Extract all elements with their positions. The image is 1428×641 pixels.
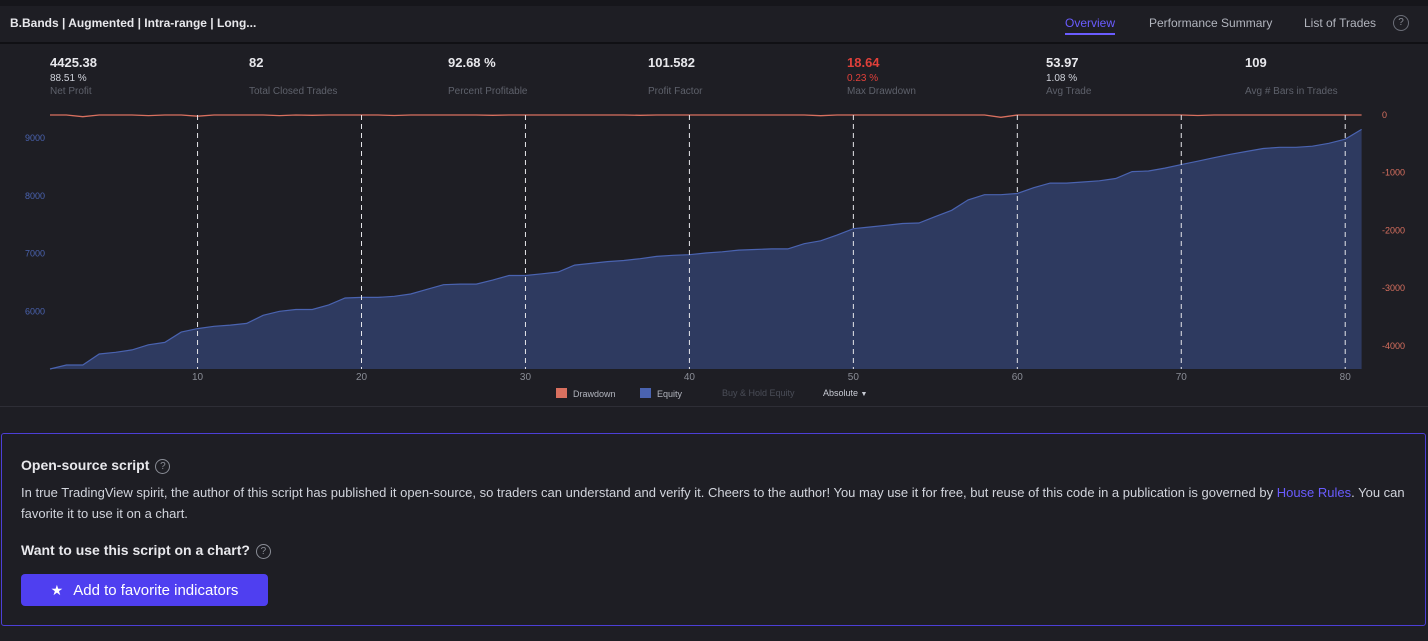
y-left-tick-label: 8000 xyxy=(25,191,45,201)
stat-value: 4425.38 xyxy=(50,55,97,70)
x-tick-label: 50 xyxy=(848,372,860,383)
strategy-title: B.Bands | Augmented | Intra-range | Long… xyxy=(10,16,257,30)
tab-list-of-trades[interactable]: List of Trades xyxy=(1304,16,1377,30)
use-script-text: Want to use this script on a chart? xyxy=(21,542,250,558)
stat-label: Avg # Bars in Trades xyxy=(1245,86,1338,97)
legend-label: Drawdown xyxy=(573,389,616,399)
tab-overview[interactable]: Overview xyxy=(1065,16,1116,30)
y-left-tick-label: 6000 xyxy=(25,306,45,316)
y-right-tick-label: -2000 xyxy=(1382,225,1405,235)
y-right-tick-label: 0 xyxy=(1382,110,1387,120)
stat-label: Percent Profitable xyxy=(448,86,528,97)
help-icon[interactable]: ? xyxy=(1393,15,1409,31)
y-left-tick-label: 9000 xyxy=(25,133,45,143)
equity-line xyxy=(49,128,1362,370)
equity-swatch xyxy=(640,388,651,398)
help-icon[interactable]: ? xyxy=(155,459,171,474)
description-text-end: . You can favorite it to use it on a cha… xyxy=(21,485,1405,521)
stat-percent: 1.08 % xyxy=(1046,73,1078,84)
add-to-favorites-button[interactable]: ★ Add to favorite indicators xyxy=(21,574,268,606)
stat-percent-profitable: 92.68 % Percent Profitable xyxy=(448,55,528,97)
stat-label: Max Drawdown xyxy=(847,86,916,97)
mode-label: Absolute xyxy=(823,388,859,398)
x-tick-label: 10 xyxy=(192,372,204,383)
legend-label: Equity xyxy=(657,389,683,399)
stat-percent: 88.51 % xyxy=(50,73,87,84)
help-icon[interactable]: ? xyxy=(255,544,271,559)
legend-equity[interactable]: Equity xyxy=(640,388,682,399)
stat-label: Total Closed Trades xyxy=(249,86,338,97)
y-right-tick-label: -3000 xyxy=(1382,283,1405,293)
star-icon: ★ xyxy=(50,582,64,598)
y-right-tick-label: -1000 xyxy=(1382,168,1405,178)
chevron-down-icon: ▼ xyxy=(860,391,868,398)
stat-max-drawdown: 18.64 0.23 % Max Drawdown xyxy=(847,55,916,97)
use-script-heading: Want to use this script on a chart?? xyxy=(21,542,271,559)
stat-value: 109 xyxy=(1245,55,1267,70)
stat-avg-trade: 53.97 1.08 % Avg Trade xyxy=(1046,55,1091,97)
description-text: In true TradingView spirit, the author o… xyxy=(21,485,1277,500)
stat-value: 92.68 % xyxy=(448,55,496,70)
stat-profit-factor: 101.582 Profit Factor xyxy=(648,55,702,97)
stat-value: 18.64 xyxy=(847,55,880,70)
top-strip xyxy=(0,0,1428,6)
equity-area xyxy=(50,129,1362,369)
button-label: Add to favorite indicators xyxy=(73,582,239,599)
stat-total-closed-trades: 82 Total Closed Trades xyxy=(249,55,337,97)
house-rules-link[interactable]: House Rules xyxy=(1276,485,1352,500)
x-tick-label: 80 xyxy=(1340,372,1352,383)
x-tick-label: 40 xyxy=(684,372,696,383)
report-header: B.Bands | Augmented | Intra-range | Long… xyxy=(0,6,1428,44)
tab-performance-summary[interactable]: Performance Summary xyxy=(1149,16,1273,30)
drawdown-swatch xyxy=(556,388,567,398)
stat-value: 53.97 xyxy=(1046,55,1079,70)
open-source-panel: Open-source script? In true TradingView … xyxy=(1,433,1426,626)
stat-label: Profit Factor xyxy=(648,86,703,97)
panel-title: Open-source script? xyxy=(21,457,171,474)
stat-avg-bars-in-trades: 109 Avg # Bars in Trades xyxy=(1245,55,1338,97)
drawdown-line xyxy=(50,114,1362,118)
legend-drawdown[interactable]: Drawdown xyxy=(556,388,616,399)
active-tab-indicator xyxy=(1065,33,1115,35)
stat-value: 101.582 xyxy=(648,55,695,70)
legend-label: Buy & Hold Equity xyxy=(722,388,795,398)
stat-label: Avg Trade xyxy=(1046,86,1092,97)
x-tick-label: 30 xyxy=(520,372,532,383)
equity-chart: 10 20 30 40 50 60 70 80 6000 7000 8000 9000 0 -1000 -2… xyxy=(25,110,1405,383)
stat-value: 82 xyxy=(249,55,264,70)
y-left-tick-label: 7000 xyxy=(25,249,45,259)
panel-title-text: Open-source script xyxy=(21,457,150,473)
stat-net-profit: 4425.38 88.51 % Net Profit xyxy=(50,55,97,97)
y-right-tick-label: -4000 xyxy=(1382,341,1405,351)
x-tick-label: 70 xyxy=(1176,372,1188,383)
x-tick-label: 20 xyxy=(356,372,368,383)
legend-buy-hold-equity[interactable]: Buy & Hold Equity xyxy=(722,388,795,398)
stat-label: Net Profit xyxy=(50,86,92,97)
section-divider xyxy=(0,406,1428,407)
stat-percent: 0.23 % xyxy=(847,73,879,84)
panel-description: In true TradingView spirit, the author o… xyxy=(21,482,1406,524)
x-tick-label: 60 xyxy=(1012,372,1024,383)
mode-dropdown[interactable]: Absolute ▼ xyxy=(823,388,867,398)
